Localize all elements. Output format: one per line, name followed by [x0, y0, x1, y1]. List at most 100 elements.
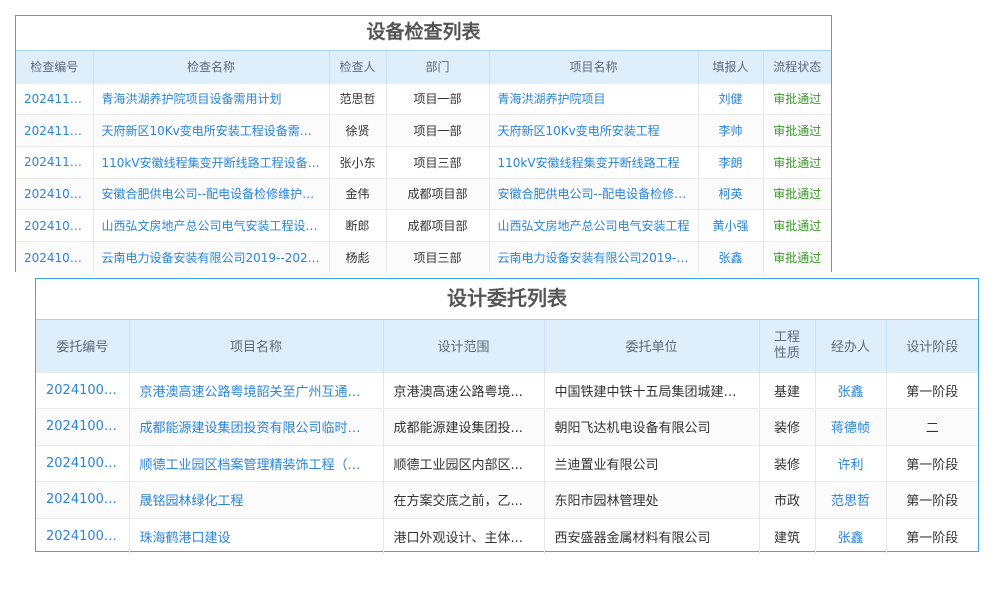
project-name-link[interactable]: 山西弘文房地产总公司电气安装工程: [489, 209, 699, 242]
reporter-link[interactable]: 李朗: [698, 145, 764, 179]
department-cell: 项目一部: [386, 82, 490, 115]
inspector-cell: 张小东: [329, 145, 387, 179]
reporter-link[interactable]: 黄小强: [698, 209, 764, 242]
department-cell: 成都项目部: [386, 177, 490, 210]
inspector-cell: 断郎: [329, 209, 387, 242]
inspector-cell: 杨彪: [329, 240, 387, 274]
column-header: 检查名称: [93, 51, 330, 83]
project-type-cell: 基建: [759, 371, 816, 409]
inspection-name-link[interactable]: 青海洪湖养护院项目设备需用计划: [93, 82, 330, 115]
column-header: 委托单位: [544, 320, 760, 372]
design-stage-cell: 二: [886, 408, 978, 445]
inspection-name-link[interactable]: 山西弘文房地产总公司电气安装工程设备...: [93, 209, 330, 242]
inspection-list-title: 设备检查列表: [16, 16, 831, 51]
client-unit-cell: 中国铁建中铁十五局集团城建公司: [544, 371, 760, 409]
inspector-cell: 范思哲: [329, 82, 387, 115]
design-scope-cell: 港口外观设计、主体...: [383, 517, 545, 555]
table-row[interactable]: 20241000... 安徽合肥供电公司--配电设备检修维护和... 金伟 成都项目部…: [16, 177, 831, 210]
design-scope-cell: 在方案交底之前，乙...: [383, 481, 545, 518]
inspection-table: 检查编号 检查名称 检查人 部门 项目名称 填报人 流程状态 2024110003 青海洪湖养…: [16, 51, 831, 274]
project-type-cell: 装修: [759, 444, 816, 482]
commission-id-link[interactable]: 2024100005: [36, 371, 130, 409]
column-header: 工程性质: [759, 320, 816, 372]
table-row[interactable]: 2024100004 成都能源建设集团投资有限公司临时办... 成都能源建设集团投.…: [36, 408, 978, 445]
reporter-link[interactable]: 张鑫: [698, 240, 764, 274]
handler-link[interactable]: 许利: [815, 444, 887, 482]
project-type-cell: 建筑: [759, 517, 816, 555]
project-name-link[interactable]: 顺德工业园区档案管理精装饰工程（一...: [129, 444, 384, 482]
column-header: 设计阶段: [886, 320, 978, 372]
inspection-name-link[interactable]: 云南电力设备安装有限公司2019--2020年...: [93, 240, 330, 274]
reporter-link[interactable]: 柯英: [698, 177, 764, 210]
project-name-link[interactable]: 青海洪湖养护院项目: [489, 82, 699, 115]
reporter-link[interactable]: 李帅: [698, 114, 764, 147]
inspection-id-link[interactable]: 2024110003: [16, 82, 94, 115]
inspection-id-link[interactable]: 2024110001: [16, 145, 94, 179]
commission-id-link[interactable]: 2024100004: [36, 408, 130, 445]
project-name-link[interactable]: 成都能源建设集团投资有限公司临时办...: [129, 408, 384, 445]
column-header: 填报人: [698, 51, 764, 83]
column-header: 部门: [386, 51, 490, 83]
column-header: 检查人: [329, 51, 387, 83]
inspection-id-link[interactable]: 2024110002: [16, 114, 94, 147]
handler-link[interactable]: 范思哲: [815, 481, 887, 518]
table-row[interactable]: 2024100005 京港澳高速公路粤境韶关至广州互通路... 京港澳高速公路粤境.…: [36, 371, 978, 409]
project-name-link[interactable]: 云南电力设备安装有限公司2019--202...: [489, 240, 699, 274]
commission-list-panel: 设计委托列表 委托编号 项目名称 设计范围 委托单位 工程性质 经办人 设计阶段 20241…: [35, 278, 979, 555]
status-cell: 审批通过: [763, 240, 831, 274]
column-header: 项目名称: [489, 51, 699, 83]
project-name-link[interactable]: 京港澳高速公路粤境韶关至广州互通路...: [129, 371, 384, 409]
design-scope-cell: 成都能源建设集团投...: [383, 408, 545, 445]
design-scope-cell: 顺德工业园区内部区...: [383, 444, 545, 482]
handler-link[interactable]: 蒋德帧: [815, 408, 887, 445]
column-header: 设计范围: [383, 320, 545, 372]
commission-list-title: 设计委托列表: [36, 279, 978, 320]
status-cell: 审批通过: [763, 114, 831, 147]
client-unit-cell: 朝阳飞达机电设备有限公司: [544, 408, 760, 445]
design-stage-cell: 第一阶段: [886, 371, 978, 409]
inspector-cell: 金伟: [329, 177, 387, 210]
inspection-name-link[interactable]: 天府新区10Kv变电所安装工程设备需用计划: [93, 114, 330, 147]
project-name-link[interactable]: 晟铭园林绿化工程: [129, 481, 384, 518]
department-cell: 项目三部: [386, 240, 490, 274]
inspection-name-link[interactable]: 安徽合肥供电公司--配电设备检修维护和...: [93, 177, 330, 210]
department-cell: 项目一部: [386, 114, 490, 147]
column-header: 流程状态: [763, 51, 831, 83]
reporter-link[interactable]: 刘健: [698, 82, 764, 115]
commission-id-link[interactable]: 2024100002: [36, 481, 130, 518]
project-name-link[interactable]: 珠海鹤港口建设: [129, 517, 384, 555]
handler-link[interactable]: 张鑫: [815, 517, 887, 555]
design-scope-cell: 京港澳高速公路粤境...: [383, 371, 545, 409]
table-row[interactable]: 2024100003 顺德工业园区档案管理精装饰工程（一... 顺德工业园区内部区.…: [36, 444, 978, 482]
table-row[interactable]: 2024110001 110kV安徽线程集变开断线路工程设备需... 张小东 项目三部…: [16, 145, 831, 179]
project-name-link[interactable]: 天府新区10Kv变电所安装工程: [489, 114, 699, 147]
project-name-link[interactable]: 110kV安徽线程集变开断线路工程: [489, 145, 699, 179]
status-cell: 审批通过: [763, 209, 831, 242]
table-row[interactable]: 20241000... 山西弘文房地产总公司电气安装工程设备... 断郎 成都项目部山…: [16, 209, 831, 242]
project-type-cell: 装修: [759, 408, 816, 445]
client-unit-cell: 兰迪置业有限公司: [544, 444, 760, 482]
table-row[interactable]: 2024100001 珠海鹤港口建设 港口外观设计、主体... 西安盛器金属材料有限公…: [36, 517, 978, 555]
client-unit-cell: 东阳市园林管理处: [544, 481, 760, 518]
commission-id-link[interactable]: 2024100001: [36, 517, 130, 555]
department-cell: 项目三部: [386, 145, 490, 179]
handler-link[interactable]: 张鑫: [815, 371, 887, 409]
inspection-id-link[interactable]: 20241000...: [16, 209, 94, 242]
table-row[interactable]: 20241000... 云南电力设备安装有限公司2019--2020年... 杨彪项…: [16, 240, 831, 274]
inspection-name-link[interactable]: 110kV安徽线程集变开断线路工程设备需...: [93, 145, 330, 179]
column-header: 经办人: [815, 320, 887, 372]
client-unit-cell: 西安盛器金属材料有限公司: [544, 517, 760, 555]
commission-id-link[interactable]: 2024100003: [36, 444, 130, 482]
status-cell: 审批通过: [763, 145, 831, 179]
column-header: 检查编号: [16, 51, 94, 83]
table-row[interactable]: 2024110002 天府新区10Kv变电所安装工程设备需用计划 徐贤 项目一部 天府新…: [16, 114, 831, 147]
project-type-cell: 市政: [759, 481, 816, 518]
inspection-id-link[interactable]: 20241000...: [16, 177, 94, 210]
status-cell: 审批通过: [763, 82, 831, 115]
project-name-link[interactable]: 安徽合肥供电公司--配电设备检修维护...: [489, 177, 699, 210]
table-row[interactable]: 2024100002 晟铭园林绿化工程 在方案交底之前，乙... 东阳市园林管理处 市政…: [36, 481, 978, 518]
table-row[interactable]: 2024110003 青海洪湖养护院项目设备需用计划 范思哲 项目一部 青海洪湖养护院项…: [16, 82, 831, 115]
design-stage-cell: 第一阶段: [886, 481, 978, 518]
inspection-id-link[interactable]: 20241000...: [16, 240, 94, 274]
column-header: 项目名称: [129, 320, 384, 372]
